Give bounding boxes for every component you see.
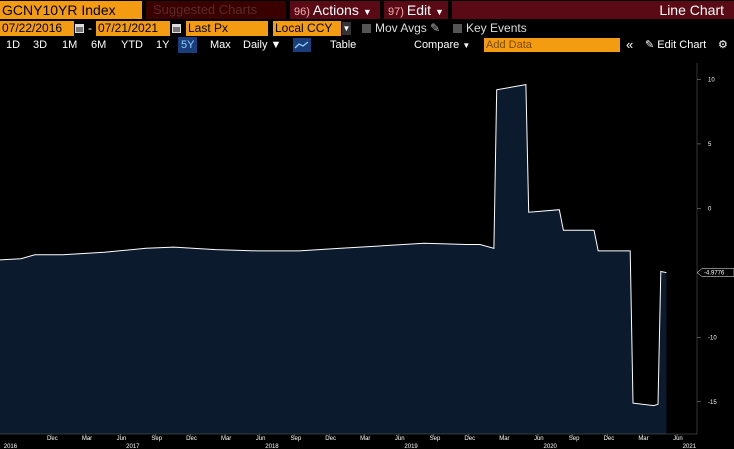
suggested-charts-label: Suggested Charts	[153, 2, 258, 17]
period-6m[interactable]: 6M	[91, 39, 107, 51]
add-data-input[interactable]: Add Data	[484, 38, 620, 52]
x-tick-label: Mar	[82, 436, 92, 442]
y-tick-label: -10	[708, 335, 717, 341]
price-field-select[interactable]: Last Px	[186, 21, 268, 36]
x-tick-label: Jun	[256, 436, 266, 442]
suggested-charts-button[interactable]: Suggested Charts	[146, 1, 286, 19]
actions-label: Actions	[312, 2, 359, 18]
x-tick-label: Sep	[291, 436, 302, 442]
actions-menu[interactable]: 96) Actions ▼	[290, 1, 380, 19]
x-tick-label: Mar	[638, 436, 648, 442]
compare-select[interactable]: Compare ▼	[414, 39, 471, 51]
x-tick-label: Mar	[360, 436, 370, 442]
y-tick-label: 5	[708, 142, 712, 148]
edit-label: Edit	[406, 2, 432, 18]
x-year-label: 2021	[683, 444, 697, 449]
mov-avgs-checkbox[interactable]	[362, 24, 371, 33]
x-year-label: 2016	[4, 444, 18, 449]
last-value-label: -4.9776	[704, 271, 725, 277]
period-1y[interactable]: 1Y	[156, 39, 170, 51]
x-tick-label: Dec	[604, 436, 615, 442]
start-date-field[interactable]: 07/22/2016	[0, 21, 74, 36]
actions-number: 96)	[294, 6, 310, 18]
calendar-icon[interactable]	[172, 24, 181, 33]
x-tick-label: Jun	[534, 436, 544, 442]
period-5y[interactable]: 5Y	[178, 37, 198, 53]
mov-avgs-label: Mov Avgs ✎	[375, 21, 441, 35]
edit-menu[interactable]: 97) Edit ▼	[384, 1, 448, 19]
x-tick-label: Jun	[117, 436, 127, 442]
x-tick-label: Dec	[325, 436, 336, 442]
y-tick-label: 10	[708, 77, 715, 83]
y-tick-label: -15	[708, 400, 717, 406]
chevron-down-icon: ▼	[462, 41, 471, 50]
chevron-down-icon: ▼	[362, 7, 372, 17]
key-events-checkbox[interactable]	[453, 24, 462, 33]
security-field[interactable]: GCNY10YR Index	[0, 1, 142, 19]
series-line	[0, 84, 667, 407]
table-button[interactable]: Table	[330, 39, 357, 51]
chart-canvas: 1050-5-10-15-4.9776DecMarJunSepDecMarJun…	[0, 63, 734, 449]
period-bar: 1D 3D 1M 6M YTD 1Y 5Y Max Daily ▼ Table …	[0, 37, 734, 53]
x-tick-label: Dec	[47, 436, 58, 442]
x-tick-label: Mar	[499, 436, 509, 442]
chart-type-label: Line Chart	[452, 1, 734, 19]
key-events-label: Key Events	[466, 21, 527, 35]
line-chart-icon[interactable]	[293, 38, 311, 52]
frequency-select[interactable]: Daily ▼	[243, 39, 282, 51]
calendar-icon[interactable]	[75, 24, 84, 33]
settings-bar: 07/22/2016 - 07/21/2021 Last Px Local CC…	[0, 20, 734, 37]
period-1d[interactable]: 1D	[6, 39, 21, 51]
chevron-down-icon: ▼	[270, 39, 282, 51]
currency-select[interactable]: Local CCY	[273, 21, 341, 36]
period-1m[interactable]: 1M	[62, 39, 78, 51]
x-year-label: 2017	[126, 444, 140, 449]
pencil-icon[interactable]: ✎	[430, 21, 441, 35]
x-tick-label: Jun	[395, 436, 405, 442]
line-chart: 1050-5-10-15-4.9776DecMarJunSepDecMarJun…	[0, 53, 734, 449]
end-date-field[interactable]: 07/21/2021	[96, 21, 170, 36]
chevron-down-icon: ▼	[435, 7, 444, 17]
chevron-down-icon[interactable]: ▼	[342, 22, 351, 35]
edit-number: 97)	[388, 6, 404, 18]
x-year-label: 2018	[265, 444, 279, 449]
y-tick-label: 0	[708, 206, 712, 212]
x-tick-label: Sep	[569, 436, 580, 442]
period-ytd[interactable]: YTD	[121, 39, 143, 51]
last-value-tag	[696, 268, 734, 277]
period-max[interactable]: Max	[210, 39, 231, 51]
x-year-label: 2020	[544, 444, 558, 449]
x-tick-label: Dec	[186, 436, 197, 442]
x-year-label: 2019	[404, 444, 418, 449]
x-tick-label: Sep	[151, 436, 162, 442]
series-area	[0, 84, 667, 434]
collapse-icon[interactable]: «	[626, 37, 634, 52]
title-bar: GCNY10YR Index Suggested Charts 96) Actio…	[0, 0, 734, 20]
x-tick-label: Mar	[221, 436, 231, 442]
x-tick-label: Jun	[673, 436, 683, 442]
pencil-icon: ✎	[645, 39, 655, 51]
gear-icon[interactable]: ⚙	[718, 39, 728, 51]
date-range-dash: -	[88, 21, 92, 35]
period-3d[interactable]: 3D	[33, 39, 48, 51]
x-tick-label: Dec	[464, 436, 475, 442]
x-tick-label: Sep	[430, 436, 441, 442]
edit-chart-button[interactable]: ✎ Edit Chart	[645, 39, 707, 51]
